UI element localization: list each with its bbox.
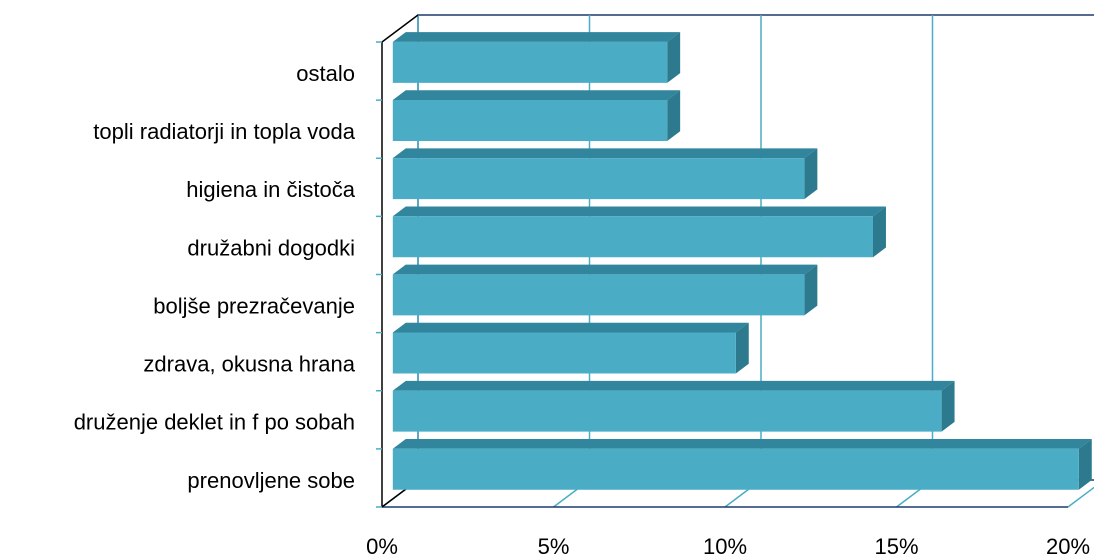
- bar: [392, 148, 818, 200]
- bar: [392, 32, 681, 83]
- bar-top: [392, 322, 749, 333]
- bar: [392, 90, 681, 142]
- bar-front: [392, 390, 942, 432]
- bar-top: [392, 439, 1092, 449]
- bar-front: [392, 158, 805, 200]
- bar-top: [392, 32, 681, 42]
- x-tick-label: 10%: [703, 534, 747, 559]
- bar-front: [392, 332, 736, 374]
- bar-front: [392, 41, 668, 83]
- bar: [392, 206, 886, 258]
- y-tick-label: boljše prezračevanje: [153, 293, 355, 318]
- bar-top: [392, 380, 955, 391]
- x-tick-label: 0%: [366, 534, 398, 559]
- bar-side: [804, 264, 818, 316]
- y-tick-label: higiena in čistoča: [186, 177, 356, 202]
- axis-edge: [381, 14, 419, 43]
- y-tick-label: topli radiatorji in topla voda: [93, 119, 355, 144]
- bar-side: [873, 206, 886, 258]
- bar-side: [667, 90, 681, 142]
- x-tick-label: 20%: [1046, 534, 1090, 559]
- y-tick-label: družabni dogodki: [187, 235, 355, 260]
- bar-top: [392, 206, 886, 217]
- bar-top: [392, 148, 818, 159]
- bar-side: [1078, 439, 1092, 490]
- floor-grid-line: [1067, 486, 1094, 508]
- y-tick-label: druženje deklet in f po sobah: [74, 410, 355, 435]
- bar-side: [941, 380, 955, 432]
- bar-front: [392, 100, 668, 142]
- bar-front: [392, 216, 873, 258]
- bar: [392, 264, 818, 316]
- bar-front: [392, 274, 805, 316]
- bar-top: [392, 264, 818, 275]
- x-tick-label: 15%: [874, 534, 918, 559]
- y-tick-label: ostalo: [296, 61, 355, 86]
- bar-side: [667, 32, 681, 83]
- bar: [392, 439, 1092, 490]
- bar: [392, 322, 749, 374]
- bar-side: [804, 148, 818, 200]
- y-tick-label: zdrava, okusna hrana: [143, 352, 355, 377]
- bar: [392, 380, 955, 432]
- bar-front: [392, 448, 1079, 490]
- bar-side: [735, 322, 749, 374]
- x-tick-label: 5%: [538, 534, 570, 559]
- y-tick-label: prenovljene sobe: [187, 468, 355, 493]
- bar-top: [392, 90, 681, 101]
